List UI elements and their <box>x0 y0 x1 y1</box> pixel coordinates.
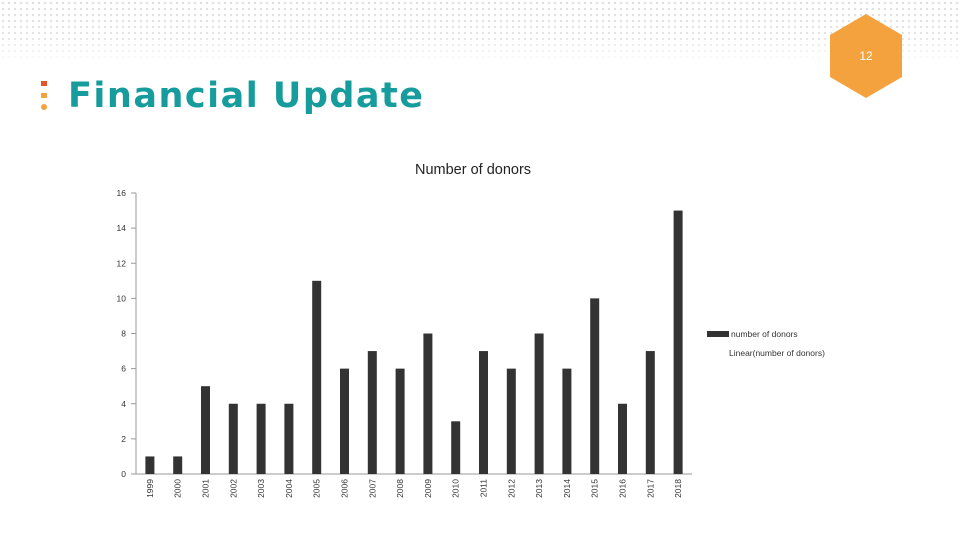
x-axis: 1999 2000 2001 2002 2003 2004 2005 2006 2007 2008… <box>136 473 692 498</box>
bar-2000 <box>173 456 183 474</box>
bar-2006 <box>340 368 349 474</box>
x-tick-label: 2007 <box>367 479 377 498</box>
y-tick-label: 16 <box>117 188 127 198</box>
y-tick-label: 8 <box>121 329 126 339</box>
bar-2017 <box>645 351 655 474</box>
x-tick-label: 2005 <box>312 479 322 498</box>
bar-1999 <box>145 456 155 474</box>
marker-square-orange <box>41 93 47 98</box>
page-number-badge <box>830 14 902 98</box>
hexagon-shape <box>830 14 902 98</box>
bar-2002 <box>228 403 238 474</box>
y-tick-label: 14 <box>117 223 127 233</box>
x-tick-label: 2002 <box>228 479 238 498</box>
bar-2001 <box>201 386 210 474</box>
y-tick-label: 4 <box>121 399 126 409</box>
x-tick-label: 2004 <box>284 479 294 498</box>
bar-2004 <box>284 403 294 474</box>
donors-bar-chart: Number of donors 0 2 4 6 8 10 12 14 16 1999 2000 2… <box>117 162 826 498</box>
x-tick-label: 2006 <box>340 479 350 498</box>
dotted-header-fade <box>0 0 960 62</box>
y-tick-label: 12 <box>117 258 127 268</box>
x-tick-label: 1999 <box>145 479 155 498</box>
bar-2008 <box>395 368 405 474</box>
x-tick-label: 2018 <box>673 479 683 498</box>
x-tick-label: 2016 <box>618 479 628 498</box>
legend: number of donors Linear(number of donors… <box>707 329 825 358</box>
x-tick-label: 2013 <box>534 479 544 498</box>
bar-2014 <box>562 368 572 474</box>
page-title: Financial Update <box>68 76 425 116</box>
bars <box>145 210 683 474</box>
y-tick-label: 10 <box>117 293 127 303</box>
bar-2013 <box>534 333 544 474</box>
x-tick-label: 2008 <box>395 479 405 498</box>
hexagon-icon <box>830 14 902 98</box>
bar-2005 <box>312 280 322 474</box>
bar-2016 <box>618 403 627 474</box>
bar-2018 <box>673 210 683 474</box>
y-tick-label: 6 <box>121 364 126 374</box>
title-marker-icon <box>41 81 47 110</box>
x-tick-label: 2009 <box>423 479 433 498</box>
x-tick-label: 2001 <box>201 479 211 498</box>
bar-2009 <box>423 333 433 474</box>
y-axis: 0 2 4 6 8 10 12 14 16 <box>117 188 137 479</box>
x-tick-label: 2015 <box>590 479 600 498</box>
x-tick-label: 2003 <box>256 479 266 498</box>
bar-2012 <box>506 368 516 474</box>
y-tick-label: 0 <box>121 469 126 479</box>
x-tick-label: 2000 <box>173 479 183 498</box>
x-tick-label: 2012 <box>506 479 516 498</box>
bar-2003 <box>256 403 266 474</box>
x-tick-label: 2014 <box>562 479 572 498</box>
bar-2011 <box>479 351 488 474</box>
marker-dot-orange <box>41 104 47 110</box>
page-number: 12 <box>859 49 873 63</box>
x-tick-label: 2010 <box>451 479 461 498</box>
bar-2015 <box>590 298 600 474</box>
x-tick-label: 2011 <box>479 479 489 498</box>
bar-2007 <box>367 351 377 474</box>
legend-label-series: number of donors <box>731 329 798 339</box>
legend-label-trendline: Linear(number of donors) <box>729 348 825 358</box>
marker-square-red <box>41 81 47 86</box>
x-tick-label: 2017 <box>645 479 655 498</box>
bar-2010 <box>451 421 461 474</box>
chart-title: Number of donors <box>415 162 531 178</box>
y-tick-label: 2 <box>121 434 126 444</box>
